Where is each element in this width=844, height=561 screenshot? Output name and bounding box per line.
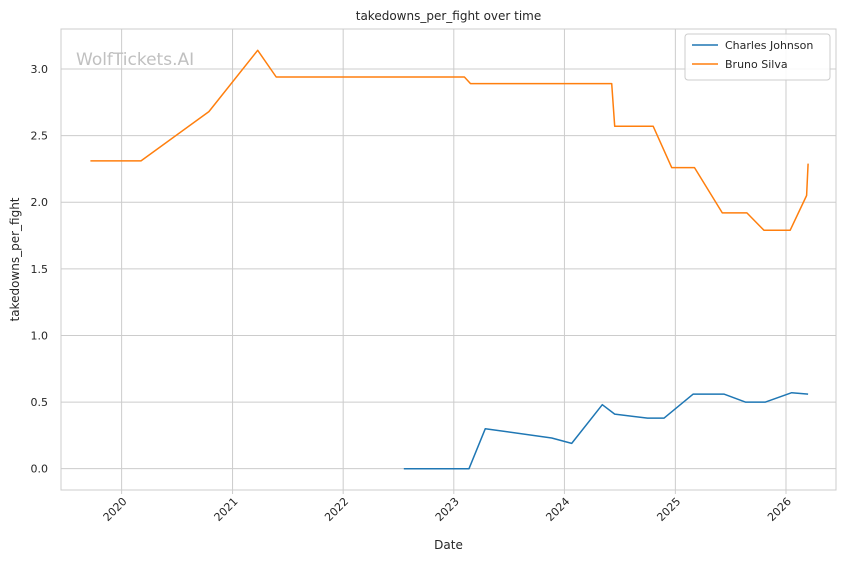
legend-label: Bruno Silva [725,58,788,71]
y-tick-label: 1.0 [31,329,49,342]
series-line-charles-johnson [403,391,809,470]
series-lines [90,49,809,470]
legend-label: Charles Johnson [725,39,813,52]
y-tick-label: 1.5 [31,263,49,276]
y-tick-label: 3.0 [31,63,49,76]
x-axis-title: Date [434,538,463,552]
chart-title: takedowns_per_fight over time [356,9,542,23]
y-tick-label: 0.0 [31,463,49,476]
y-tick-label: 2.0 [31,196,49,209]
y-axis-title: takedowns_per_fight [8,197,22,321]
y-tick-label: 0.5 [31,396,49,409]
legend: Charles Johnson Bruno Silva [684,33,831,81]
series-line-bruno-silva [90,49,809,231]
plot-frame [60,28,837,491]
y-tick-label: 2.5 [31,130,49,143]
watermark-text: WolfTickets.AI [76,50,194,70]
y-axis-ticks: 0.0 0.5 1.0 1.5 2.0 2.5 3.0 [31,63,49,476]
legend-box [684,33,831,81]
